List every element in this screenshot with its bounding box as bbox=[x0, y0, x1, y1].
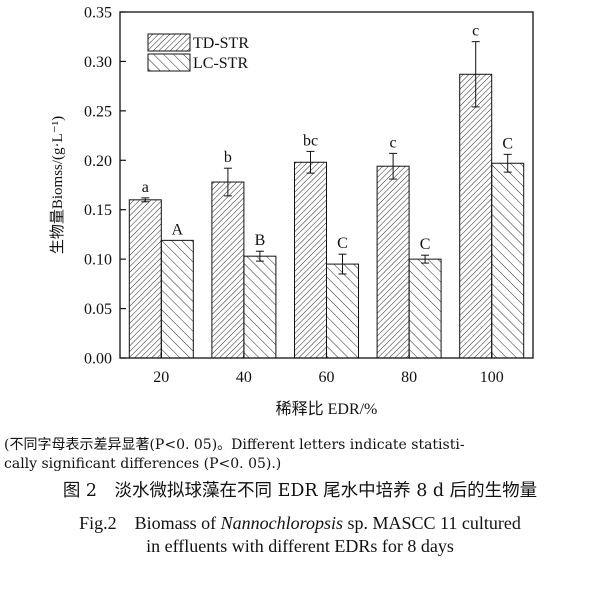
significance-letter: a bbox=[142, 179, 149, 196]
caption-en-species: Nannochloropsis bbox=[220, 513, 343, 533]
legend-label-td-str: TD-STR bbox=[193, 35, 249, 52]
bar-lc-str bbox=[243, 255, 277, 359]
figure-caption-chinese: 图 2 淡水微拟球藻在不同 EDR 尾水中培养 8 d 后的生物量 bbox=[62, 481, 538, 501]
significance-letter: C bbox=[337, 235, 348, 252]
significance-letter: c bbox=[390, 134, 397, 151]
x-tick-label: 80 bbox=[401, 369, 417, 386]
bar-lc-str bbox=[160, 239, 194, 359]
x-axis-title: 稀释比 EDR/% bbox=[276, 400, 378, 418]
x-tick-label: 20 bbox=[153, 369, 169, 386]
y-tick-label: 0.10 bbox=[84, 252, 112, 269]
x-tick-label: 60 bbox=[319, 369, 335, 386]
significance-letter: b bbox=[224, 149, 232, 166]
legend-swatch-lc-str bbox=[147, 53, 191, 72]
caption-en-prefix: Fig.2 Biomass of bbox=[79, 513, 221, 533]
y-tick-label: 0.05 bbox=[84, 301, 112, 318]
biomass-bar-chart: 0.00 0.05 0.10 0.15 0.20 0.25 0.30 0.35 生物量Bioms… bbox=[49, 5, 534, 418]
bar-td-str bbox=[211, 181, 245, 359]
significance-letter: C bbox=[502, 135, 513, 152]
bar-td-str bbox=[459, 73, 493, 359]
bar-lc-str bbox=[408, 258, 442, 359]
bar-td-str bbox=[128, 199, 162, 359]
significance-letter: C bbox=[420, 236, 431, 253]
bar-td-str bbox=[294, 161, 327, 359]
figure-caption-english-line-2: in effluents with different EDRs for 8 d… bbox=[146, 536, 454, 556]
y-tick-label: 0.30 bbox=[84, 54, 112, 71]
x-tick-label: 40 bbox=[236, 369, 252, 386]
bar-lc-str bbox=[326, 263, 359, 359]
y-tick-label: 0.25 bbox=[84, 103, 112, 120]
legend-label-lc-str: LC-STR bbox=[193, 55, 248, 72]
figure-caption-english-line-1: Fig.2 Biomass of Nannochloropsis sp. MAS… bbox=[0, 509, 600, 535]
y-tick-label: 0.20 bbox=[84, 153, 112, 170]
caption-en-suffix: sp. MASCC 11 cultured bbox=[343, 513, 521, 533]
significance-letter: bc bbox=[303, 132, 318, 149]
y-tick-label: 0.00 bbox=[84, 351, 112, 368]
significance-letter: A bbox=[172, 221, 184, 238]
significance-note-line-1: (不同字母表示差异显著(P<0. 05)。Different letters i… bbox=[4, 437, 465, 453]
y-tick-label: 0.15 bbox=[84, 202, 112, 219]
significance-letter: B bbox=[255, 232, 266, 249]
bar-td-str bbox=[376, 165, 410, 359]
x-tick-label: 100 bbox=[480, 369, 504, 386]
y-axis-title: 生物量Biomss/(g·L⁻¹) bbox=[49, 116, 66, 254]
y-tick-label: 0.35 bbox=[84, 5, 112, 22]
significance-letter: c bbox=[472, 23, 479, 40]
legend-swatch-td-str bbox=[147, 33, 191, 52]
bar-lc-str bbox=[491, 162, 525, 359]
significance-note-line-2: cally significant differences (P<0. 05).… bbox=[4, 456, 282, 472]
